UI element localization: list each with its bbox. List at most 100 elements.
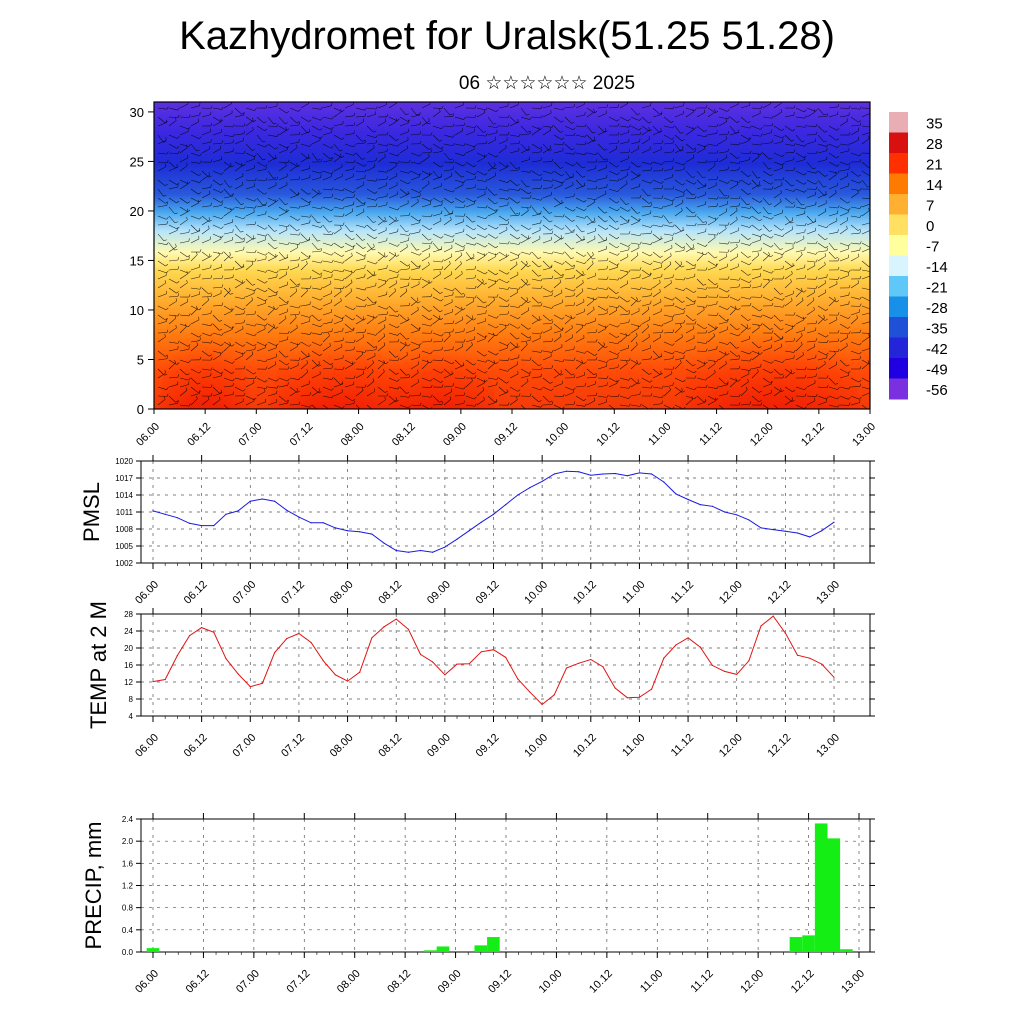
data-point bbox=[529, 487, 531, 489]
wind-barb bbox=[575, 114, 585, 118]
wind-barb bbox=[441, 126, 444, 129]
wind-barb bbox=[443, 175, 453, 181]
wind-barb bbox=[350, 230, 354, 233]
wind-barb bbox=[452, 143, 455, 146]
wind-barb bbox=[297, 164, 301, 168]
wind-barb bbox=[518, 187, 521, 191]
wind-barb bbox=[375, 157, 377, 161]
wind-barb bbox=[751, 170, 758, 179]
wind-barb bbox=[201, 277, 211, 280]
wind-barb bbox=[826, 247, 828, 251]
wind-barb bbox=[707, 359, 717, 362]
wind-barb bbox=[377, 345, 386, 352]
wind-barb bbox=[815, 131, 818, 135]
wind-barb bbox=[386, 306, 389, 310]
wind-barb bbox=[806, 125, 817, 127]
wind-barb bbox=[575, 251, 584, 257]
wind-barb bbox=[608, 367, 618, 370]
wind-barb bbox=[795, 107, 805, 113]
wind-barb bbox=[762, 392, 772, 397]
wind-barb bbox=[718, 151, 728, 154]
wind-barb bbox=[815, 186, 818, 190]
wind-barb bbox=[452, 288, 455, 292]
wind-barb bbox=[210, 340, 213, 344]
wind-barb bbox=[267, 143, 276, 150]
wind-barb bbox=[674, 210, 683, 217]
wind-barb bbox=[419, 277, 422, 280]
wind-barb bbox=[740, 403, 750, 406]
wind-barb bbox=[773, 242, 781, 250]
wind-barb bbox=[485, 107, 488, 111]
wind-barb bbox=[718, 203, 728, 208]
wind-barb bbox=[553, 107, 563, 111]
wind-barb bbox=[289, 107, 299, 112]
wind-barb bbox=[509, 332, 517, 340]
wind-barb bbox=[190, 143, 197, 152]
wind-barb bbox=[586, 263, 594, 271]
wind-barb bbox=[487, 299, 495, 307]
wind-barb bbox=[575, 350, 585, 354]
wind-barb bbox=[210, 323, 213, 326]
wind-barb bbox=[583, 254, 587, 257]
wind-barb bbox=[641, 358, 651, 361]
wind-barb bbox=[168, 116, 178, 118]
wind-barb bbox=[527, 307, 529, 311]
wind-barb bbox=[366, 355, 376, 361]
wind-barb bbox=[230, 194, 234, 196]
wind-barb bbox=[680, 150, 684, 152]
wind-barb bbox=[584, 403, 587, 407]
wind-barb bbox=[311, 125, 321, 131]
wind-barb bbox=[806, 161, 814, 170]
wind-barb bbox=[374, 236, 378, 239]
wind-barb bbox=[740, 224, 750, 228]
wind-barb bbox=[729, 242, 740, 244]
wind-barb bbox=[740, 116, 749, 124]
x-tick-label: 07.00 bbox=[230, 732, 258, 760]
wind-barb bbox=[476, 359, 486, 363]
wind-barb bbox=[201, 114, 211, 118]
wind-barb bbox=[703, 306, 705, 310]
wind-barb bbox=[847, 371, 851, 374]
wind-barb bbox=[861, 305, 870, 310]
wind-barb bbox=[538, 301, 542, 304]
wind-barb bbox=[273, 323, 275, 327]
wind-barb bbox=[608, 142, 618, 145]
wind-barb bbox=[210, 123, 213, 127]
wind-barb bbox=[595, 357, 598, 361]
wind-barb bbox=[443, 107, 450, 116]
wind-barb bbox=[729, 197, 739, 200]
wind-barb bbox=[157, 107, 167, 110]
data-point bbox=[456, 663, 458, 665]
wind-barb bbox=[267, 356, 277, 361]
wind-barb bbox=[770, 245, 774, 248]
data-point bbox=[809, 657, 811, 659]
wind-barb bbox=[635, 332, 638, 336]
wind-barb bbox=[586, 383, 596, 388]
wind-barb bbox=[267, 364, 276, 370]
wind-barb bbox=[256, 251, 266, 256]
wind-barb bbox=[460, 252, 463, 256]
wind-barb bbox=[274, 157, 278, 160]
wind-barb bbox=[278, 224, 288, 228]
wind-barb bbox=[440, 200, 444, 203]
wind-barb bbox=[322, 176, 332, 181]
wind-barb bbox=[597, 143, 605, 151]
wind-barb bbox=[322, 125, 332, 130]
wind-barb bbox=[363, 164, 367, 167]
wind-barb bbox=[553, 276, 563, 280]
wind-barb bbox=[333, 300, 342, 307]
wind-barb bbox=[443, 116, 453, 118]
wind-barb bbox=[828, 353, 836, 361]
wind-barb bbox=[652, 224, 662, 228]
wind-barb bbox=[584, 215, 587, 219]
wind-barb bbox=[362, 334, 364, 338]
wind-barb bbox=[738, 402, 741, 406]
wind-barb bbox=[473, 372, 476, 375]
wind-barb bbox=[583, 361, 587, 364]
wind-barb bbox=[550, 228, 553, 231]
wind-barb bbox=[355, 184, 365, 190]
wind-barb bbox=[256, 116, 264, 124]
wind-barb bbox=[352, 362, 356, 365]
wind-barb bbox=[650, 161, 653, 165]
